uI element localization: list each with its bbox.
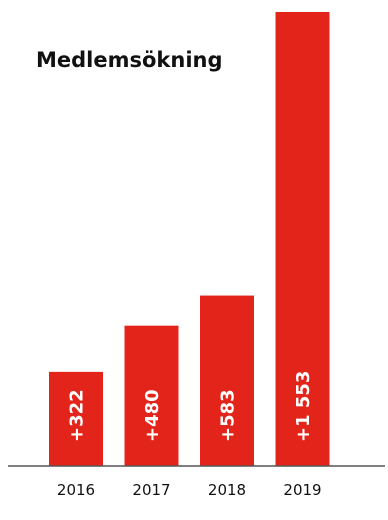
x-tick-label-2019: 2019: [283, 481, 321, 499]
x-tick-label-2017: 2017: [132, 481, 170, 499]
bar-2016: [49, 371, 103, 466]
x-tick-label-2018: 2018: [208, 481, 246, 499]
x-tick-label-2016: 2016: [57, 481, 95, 499]
bar-value-label-2018: +583: [217, 389, 238, 442]
bars-group: +322 +480 +583 +1 553: [49, 12, 330, 466]
chart-title: Medlemsökning: [36, 48, 223, 72]
bar-value-label-2019: +1 553: [293, 371, 314, 442]
bar-2017: [124, 325, 179, 466]
bar-2018: [200, 295, 254, 466]
bar-2019: [275, 12, 330, 466]
bar-value-label-2017: +480: [142, 389, 163, 442]
bar-value-label-2016: +322: [66, 389, 87, 442]
x-axis-ticks: 2016 2017 2018 2019: [57, 481, 322, 499]
